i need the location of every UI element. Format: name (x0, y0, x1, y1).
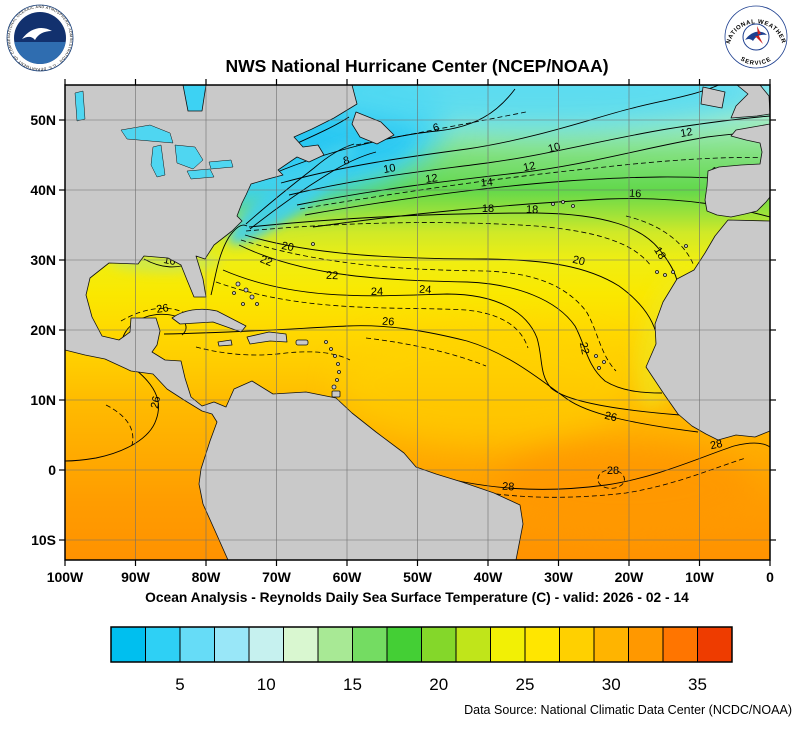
island-puerto-rico (295, 339, 309, 346)
contour-label: 16 (629, 188, 642, 201)
contour-label: 10 (382, 162, 396, 176)
contour-label: 12 (679, 126, 693, 140)
lat-axis-label: 30N (30, 252, 56, 268)
page-title: NWS National Hurricane Center (NCEP/NOAA… (225, 56, 608, 76)
colorbar: 5 10 15 20 25 30 35 (110, 626, 733, 694)
colorbar-cell (524, 626, 560, 663)
colorbar-cell (490, 626, 526, 663)
nws-ring-text-bottom: SERVICE (739, 56, 773, 67)
nws-logo: NATIONAL WEATHER SERVICE (724, 5, 788, 69)
lat-axis: 50N 40N 30N 20N 10N 0 10S (30, 112, 776, 548)
colorbar-tick-label: 5 (175, 675, 184, 694)
contour-label: 18 (526, 204, 539, 216)
noaa-gull-icon (22, 27, 52, 40)
lon-axis-label: 10W (685, 569, 715, 585)
lon-axis-label: 90W (121, 569, 151, 585)
lat-axis-label: 10N (30, 392, 56, 408)
great-lakes (74, 90, 234, 180)
lat-axis-label: 40N (30, 182, 56, 198)
contour-label: 10 (547, 141, 562, 156)
colorbar-cell (179, 626, 215, 663)
colorbar-tick-label: 30 (602, 675, 621, 694)
contour-label: 12 (425, 172, 439, 186)
contour-label: 6 (432, 122, 441, 135)
colorbar-tick-label: 20 (429, 675, 448, 694)
colorbar-cell (248, 626, 284, 663)
island-jamaica (217, 339, 233, 347)
colorbar-tick-label: 15 (343, 675, 362, 694)
colorbar-tick-label: 35 (688, 675, 707, 694)
colorbar-cell (593, 626, 629, 663)
contour-label: 28 (607, 465, 619, 477)
contour-label: 20 (571, 254, 586, 269)
noaa-emblem-sea (14, 42, 66, 65)
contour-label: 8 (342, 155, 350, 168)
contour-label: 18 (651, 245, 668, 262)
colorbar-cell (386, 626, 422, 663)
lon-axis-label: 70W (262, 569, 292, 585)
contour-label: 12 (522, 160, 536, 174)
colorbar-cell (628, 626, 664, 663)
lon-axis-label: 60W (333, 569, 363, 585)
land-americas (65, 85, 524, 560)
lon-axis-label: 20W (615, 569, 645, 585)
contour-label: 22 (577, 341, 591, 355)
contour-label: 22 (326, 270, 339, 282)
island-trinidad (331, 390, 341, 398)
contour-label: 26 (382, 316, 395, 329)
colorbar-tick-label: 10 (257, 675, 276, 694)
island-cuba (171, 308, 247, 333)
contour-label: 14 (480, 177, 493, 190)
map-grid (65, 85, 770, 560)
colorbar-cell (662, 626, 698, 663)
colorbar-cell (352, 626, 388, 663)
lon-axis-label: 80W (192, 569, 222, 585)
colorbar-cell (559, 626, 595, 663)
colorbar-cell (455, 626, 491, 663)
lon-axis: 100W 90W 80W 70W 60W 50W 40W 30W 20W 10W 0 (47, 79, 774, 585)
lat-axis-label: 0 (48, 462, 56, 478)
noaa-logo: NATIONAL OCEANIC AND ATMOSPHERIC ADMINIS… (6, 4, 74, 72)
contour-label: 26 (149, 395, 163, 409)
contour-label: 24 (371, 286, 383, 298)
land-britain (730, 85, 770, 119)
colorbar-cell (317, 626, 353, 663)
colorbar-cell (283, 626, 319, 663)
colorbar-cell (214, 626, 250, 663)
colorbar-cells (110, 626, 733, 663)
contour-label: 26 (156, 302, 170, 316)
lon-axis-label: 30W (544, 569, 574, 585)
contour-lines-solid (65, 85, 770, 490)
contour-label: 28 (502, 481, 515, 494)
data-source-text: Data Source: National Climatic Data Cent… (464, 703, 792, 717)
colorbar-tick-labels: 5 10 15 20 25 30 35 (175, 675, 707, 694)
contour-label: 20 (280, 240, 294, 254)
lon-axis-label: 100W (47, 569, 84, 585)
lon-axis-label: 50W (403, 569, 433, 585)
colorbar-cell (145, 626, 181, 663)
land-iberia-france (704, 123, 770, 218)
colorbar-frame (110, 626, 733, 663)
contour-label: 26 (603, 410, 618, 425)
contour-label: 28 (709, 438, 723, 452)
contour-label: 22 (258, 253, 274, 269)
contour-label: 24 (419, 284, 432, 297)
small-islands (232, 200, 688, 390)
colorbar-cell (110, 626, 146, 663)
colorbar-cell (697, 626, 733, 663)
lon-axis-label: 40W (474, 569, 504, 585)
lat-axis-label: 10S (31, 532, 56, 548)
lat-axis-label: 20N (30, 322, 56, 338)
colorbar-cell (421, 626, 457, 663)
lat-axis-label: 50N (30, 112, 56, 128)
map-caption: Ocean Analysis - Reynolds Daily Sea Surf… (145, 590, 689, 605)
colorbar-tick-label: 25 (516, 675, 535, 694)
land-ireland (700, 86, 726, 109)
sst-map: 6810101212121414161618181820202222222424… (65, 85, 770, 560)
island-hispaniola (246, 331, 288, 345)
lon-axis-label: 0 (766, 569, 774, 585)
